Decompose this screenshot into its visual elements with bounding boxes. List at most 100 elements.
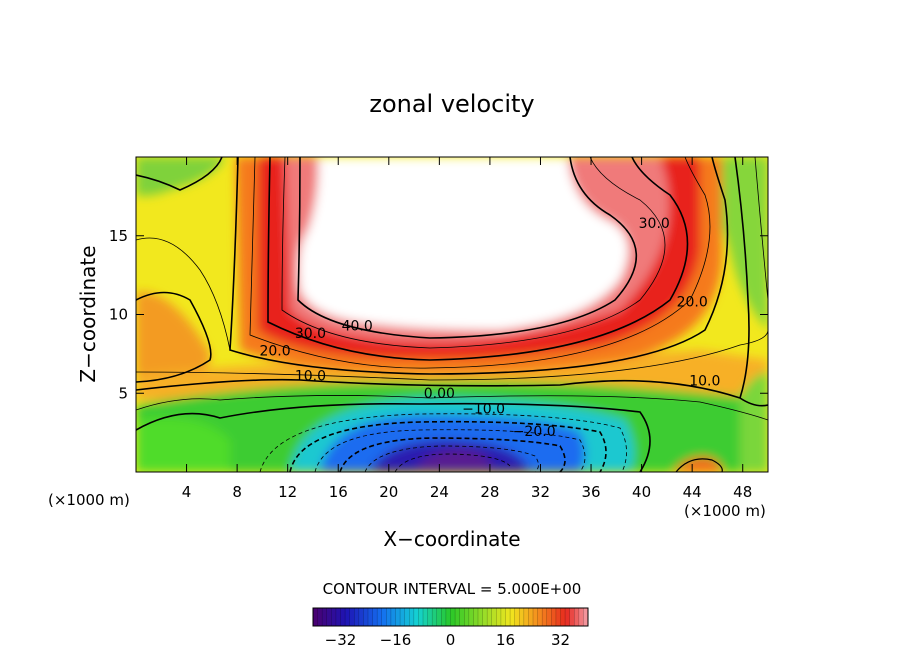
colorbar-swatch	[427, 608, 433, 626]
colorbar-swatch	[386, 608, 392, 626]
contour-label: 20.0	[677, 295, 708, 311]
x-axis-label: X−coordinate	[383, 527, 520, 551]
contour-neg15	[314, 429, 586, 472]
colorbar-swatch	[565, 608, 571, 626]
colorbar-swatch	[331, 608, 337, 626]
upper-right-green-patch	[670, 157, 768, 330]
colorbar-swatch	[537, 608, 543, 626]
colorbar-swatch	[468, 608, 474, 626]
contour-labels: 40.0 30.0 20.0 10.0 0.00 −10.0 −20.0 30.0 20.0 10…	[259, 216, 720, 440]
x-tick-label: 40	[632, 483, 651, 501]
colorbar-tick-label: 16	[496, 631, 515, 649]
x-axis-ticks: 4 8 12 16 20 24 28 32 36 40 44 48	[182, 157, 752, 501]
contour-interval-label: CONTOUR INTERVAL = 5.000E+00	[323, 580, 582, 598]
colorbar-swatch	[418, 608, 424, 626]
contour-30	[267, 157, 689, 361]
x-tick-label: 28	[480, 483, 499, 501]
contour-neg25	[364, 445, 539, 472]
colorbar-swatch	[358, 608, 364, 626]
contour-label: 30.0	[295, 326, 326, 342]
y-axis-label: Z−coordinate	[76, 245, 100, 382]
colorbar-frame	[312, 607, 589, 627]
colorbar-ticks: −32 −16 0 16 32	[325, 631, 570, 649]
contour-label: 10.0	[295, 369, 326, 385]
colorbar-swatch	[441, 608, 447, 626]
contour-35	[281, 157, 666, 349]
colorbar-swatch	[349, 608, 355, 626]
colorbar-swatch	[413, 608, 419, 626]
contour-label: 0.00	[424, 386, 455, 402]
colorbar-swatch	[473, 608, 479, 626]
right-edge-green	[740, 372, 768, 472]
colorbar-swatch	[450, 608, 456, 626]
colorbar-swatch	[487, 608, 493, 626]
colorbar-swatch	[395, 608, 401, 626]
x-tick-label: 4	[182, 483, 192, 501]
colorbar-swatch	[409, 608, 415, 626]
colorbar-tick-label: −16	[380, 631, 412, 649]
colorbar-swatch	[313, 608, 319, 626]
contour-lower-right-spot	[675, 458, 723, 472]
colorbar-swatch	[423, 608, 429, 626]
colorbar-swatch	[377, 608, 383, 626]
contour-label: 10.0	[689, 373, 720, 389]
x-tick-label: 12	[278, 483, 297, 501]
colorbar-swatch	[459, 608, 465, 626]
colorbar-swatch	[523, 608, 529, 626]
colorbar-swatch	[432, 608, 438, 626]
contour-label: 30.0	[639, 216, 670, 232]
x-tick-label: 44	[683, 483, 702, 501]
colorbar-swatch	[569, 608, 575, 626]
colorbar-swatch	[551, 608, 557, 626]
contour-upper-left-thin	[136, 237, 231, 351]
contour-right-10	[734, 157, 750, 399]
x-tick-label: 48	[733, 483, 752, 501]
colorbar-swatch	[455, 608, 461, 626]
colorbar-swatch	[464, 608, 470, 626]
x-tick-label: 24	[430, 483, 449, 501]
colorbar-swatch	[583, 608, 589, 626]
colorbar-swatch	[390, 608, 396, 626]
colorbar-swatch	[478, 608, 484, 626]
contour-40	[297, 157, 638, 339]
y-axis-ticks: 5 10 15	[109, 227, 768, 402]
colorbar-swatch	[335, 608, 341, 626]
colorbar-swatch	[510, 608, 516, 626]
contour-label: 20.0	[259, 343, 290, 359]
x-tick-label: 16	[329, 483, 348, 501]
colorbar-swatch	[445, 608, 451, 626]
contour-upper-left	[136, 157, 223, 191]
colorbar-swatch	[542, 608, 548, 626]
colorbar-swatch	[322, 608, 328, 626]
contour-5	[136, 395, 768, 421]
colorbar-swatch	[514, 608, 520, 626]
colorbar	[312, 607, 589, 627]
colorbar-swatch	[340, 608, 346, 626]
colorbar-swatch	[546, 608, 552, 626]
y-tick-label: 5	[118, 384, 128, 402]
contour-left-10	[136, 291, 212, 383]
plot-area: 40.0 30.0 20.0 10.0 0.00 −10.0 −20.0 30.0 20.0 10…	[136, 157, 768, 472]
x-tick-label: 8	[232, 483, 242, 501]
x-unit-left: (×1000 m)	[48, 491, 130, 509]
x-tick-label: 32	[531, 483, 550, 501]
colorbar-tick-label: 32	[551, 631, 570, 649]
colorbar-swatch	[400, 608, 406, 626]
colorbar-swatch	[491, 608, 497, 626]
colorbar-swatch	[505, 608, 511, 626]
x-tick-label: 20	[379, 483, 398, 501]
colorbar-swatch	[345, 608, 351, 626]
left-orange-band	[136, 291, 211, 382]
contour-neg20	[339, 437, 566, 472]
contour-25	[249, 157, 711, 369]
contour-15	[136, 329, 768, 381]
colorbar-swatch	[326, 608, 332, 626]
colorbar-swatch	[354, 608, 360, 626]
contour-label: 40.0	[342, 318, 373, 334]
colorbar-swatch	[528, 608, 534, 626]
colorbar-tick-label: −32	[325, 631, 357, 649]
lower-left-bright-green	[136, 417, 230, 472]
colorbar-swatch	[404, 608, 410, 626]
colorbar-swatch	[482, 608, 488, 626]
